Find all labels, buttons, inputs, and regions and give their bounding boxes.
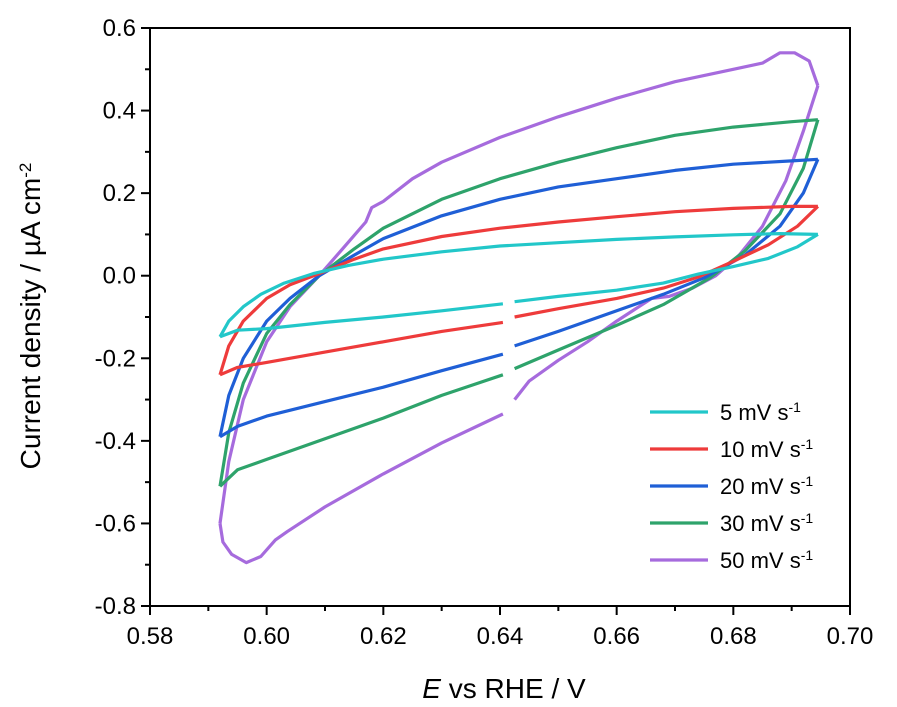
- legend-label: 20 mV s-1: [720, 473, 813, 499]
- series-line-cathodic-lower: [218, 412, 504, 565]
- y-tick-label: 0.2: [103, 180, 136, 207]
- series-line-cathodic-lower: [219, 320, 504, 377]
- x-axis-title: E vs RHE / V: [422, 673, 586, 704]
- x-tick-label: 0.70: [827, 623, 874, 650]
- series-line-anodic: [218, 232, 818, 338]
- series-layer: [218, 51, 820, 565]
- y-tick-label: 0.4: [103, 98, 136, 125]
- legend-item: 30 mV s-1: [650, 510, 813, 536]
- x-tick-label: 0.60: [243, 623, 290, 650]
- y-tick-label: 0.6: [103, 15, 136, 42]
- series-line-cathodic-lower: [219, 352, 504, 439]
- series-line-anodic: [218, 157, 818, 438]
- legend-label: 10 mV s-1: [720, 436, 813, 462]
- legend-label: 5 mV s-1: [720, 399, 801, 425]
- y-axis-title: Current density / µA cm-2: [15, 163, 46, 470]
- series-5-mv-s: [218, 232, 819, 339]
- series-line-anodic: [218, 204, 818, 376]
- legend-label: 30 mV s-1: [720, 510, 813, 536]
- legend-item: 10 mV s-1: [650, 436, 813, 462]
- series-10-mv-s: [218, 204, 820, 377]
- series-line-anodic: [218, 51, 820, 524]
- series-line-cathodic-lower: [218, 373, 504, 488]
- x-tick-label: 0.58: [127, 623, 174, 650]
- series-line-cathodic-upper: [513, 119, 820, 371]
- series-50-mv-s: [218, 51, 820, 565]
- series-line-anodic: [218, 118, 819, 487]
- y-axis-title-superscript: -2: [16, 163, 35, 178]
- series-line-cathodic-upper: [514, 233, 819, 304]
- series-20-mv-s: [218, 157, 820, 439]
- y-axis-title-text: Current density / µA cm: [15, 178, 46, 470]
- legend-item: 20 mV s-1: [650, 473, 813, 499]
- x-tick-label: 0.66: [593, 623, 640, 650]
- y-tick-label: 0.0: [103, 263, 136, 290]
- x-tick-label: 0.64: [477, 623, 524, 650]
- series-line-cathodic-lower: [219, 302, 504, 339]
- legend-label: 50 mV s-1: [720, 547, 813, 573]
- series-line-cathodic-upper: [514, 158, 820, 348]
- ticks-layer: 0.58 0.60 0.62 0.64 0.66 0.68 0.70 -0.8 -0.6 -0.4…: [95, 15, 874, 650]
- x-axis-title-text: vs RHE / V: [441, 673, 586, 704]
- series-line-cathodic-upper: [513, 85, 820, 401]
- x-tick-label: 0.68: [710, 623, 757, 650]
- y-tick-label: -0.4: [95, 428, 136, 455]
- y-tick-label: -0.8: [95, 593, 136, 620]
- legend: 5 mV s-1 10 mV s-1 20 mV s-1 30 mV s-1 50 mV…: [650, 399, 813, 573]
- x-axis-title-variable: E: [422, 673, 441, 704]
- series-30-mv-s: [218, 118, 820, 488]
- x-tick-label: 0.62: [360, 623, 407, 650]
- legend-item: 5 mV s-1: [650, 399, 801, 425]
- y-tick-label: -0.6: [95, 510, 136, 537]
- y-tick-label: -0.2: [95, 345, 136, 372]
- legend-item: 50 mV s-1: [650, 547, 813, 573]
